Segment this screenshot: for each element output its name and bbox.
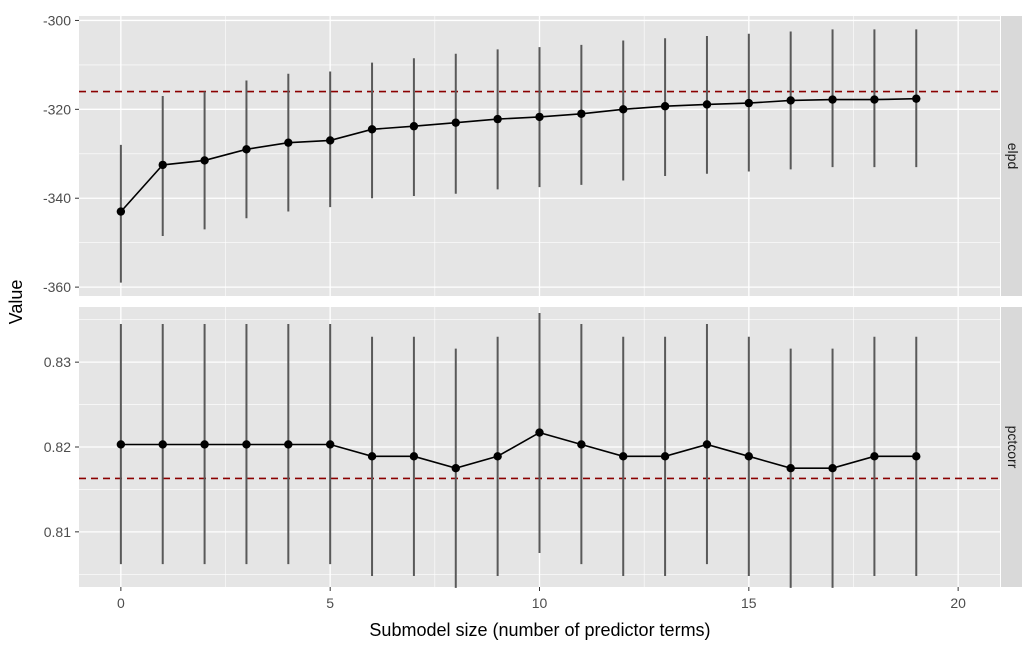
series-line xyxy=(120,97,917,213)
data-point xyxy=(493,452,502,461)
data-point xyxy=(409,452,419,461)
data-point xyxy=(242,145,251,154)
data-point xyxy=(158,160,167,170)
x-axis-title: Submodel size (number of predictor terms… xyxy=(369,620,710,640)
data-point xyxy=(870,452,879,461)
data-point xyxy=(619,452,628,461)
y-tick-label: 0.83 xyxy=(44,354,71,370)
data-point xyxy=(535,112,544,122)
y-tick-label: -320 xyxy=(43,101,71,117)
data-point xyxy=(325,136,335,145)
data-point xyxy=(158,440,167,449)
y-axis-title: Value xyxy=(6,280,26,325)
data-point xyxy=(367,452,377,461)
data-point xyxy=(744,98,754,108)
data-point xyxy=(409,122,419,131)
data-point xyxy=(325,440,335,449)
data-point xyxy=(284,138,293,147)
x-tick-label: 15 xyxy=(741,595,757,611)
data-point xyxy=(786,96,795,105)
data-point xyxy=(200,440,209,449)
data-point xyxy=(870,95,879,104)
x-tick-label: 20 xyxy=(950,595,966,611)
data-point xyxy=(116,440,126,449)
series-line xyxy=(120,431,917,470)
data-point xyxy=(535,428,544,437)
facet-strip xyxy=(1001,307,1022,587)
panel-elpd: -300 -320 -340 -360 elpd xyxy=(43,12,1022,296)
data-point xyxy=(660,102,670,111)
x-tick-label: 5 xyxy=(326,595,334,611)
data-point xyxy=(284,440,293,449)
plot-panels: -300 -320 -340 -360 elpd 0.83 0.82 0.81 pctcorr xyxy=(43,12,1022,588)
x-axis: 0 5 10 15 20 xyxy=(117,587,966,611)
facet-strip-label: elpd xyxy=(1005,143,1021,169)
data-point xyxy=(116,207,126,216)
x-tick-label: 0 xyxy=(117,595,125,611)
panel-pctcorr: 0.83 0.82 0.81 pctcorr xyxy=(44,307,1022,588)
data-point xyxy=(744,452,754,461)
data-point xyxy=(200,156,209,165)
data-point xyxy=(619,105,628,114)
data-point xyxy=(242,440,251,449)
data-point xyxy=(451,118,460,127)
facet-strip-label: pctcorr xyxy=(1005,426,1021,469)
facet-strip xyxy=(1001,16,1022,296)
y-tick-label: 0.82 xyxy=(44,439,71,455)
data-point xyxy=(702,440,712,449)
y-tick-label: -340 xyxy=(43,190,71,206)
data-point xyxy=(828,464,837,473)
y-tick-label: -300 xyxy=(43,12,71,28)
x-tick-label: 10 xyxy=(532,595,548,611)
data-point xyxy=(660,452,670,461)
data-point xyxy=(577,109,586,118)
y-tick-label: -360 xyxy=(43,279,71,295)
data-point xyxy=(577,440,586,449)
y-tick-label: 0.81 xyxy=(44,524,71,540)
data-point xyxy=(912,94,921,103)
data-point xyxy=(367,125,377,134)
data-point xyxy=(493,114,502,124)
data-point xyxy=(912,452,921,461)
data-point xyxy=(451,464,460,473)
data-point xyxy=(828,95,837,104)
data-point xyxy=(786,464,795,473)
data-point xyxy=(702,100,712,109)
